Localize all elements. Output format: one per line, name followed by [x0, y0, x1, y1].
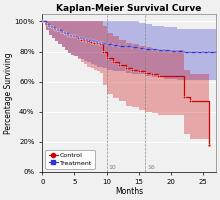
Text: 16: 16 — [147, 165, 155, 170]
Title: Kaplan-Meier Survival Curve: Kaplan-Meier Survival Curve — [56, 4, 202, 13]
Y-axis label: Percentage Surviving: Percentage Surviving — [4, 52, 13, 134]
Text: 10: 10 — [108, 165, 116, 170]
Legend: Control, Treatment: Control, Treatment — [46, 150, 95, 169]
X-axis label: Months: Months — [115, 187, 143, 196]
